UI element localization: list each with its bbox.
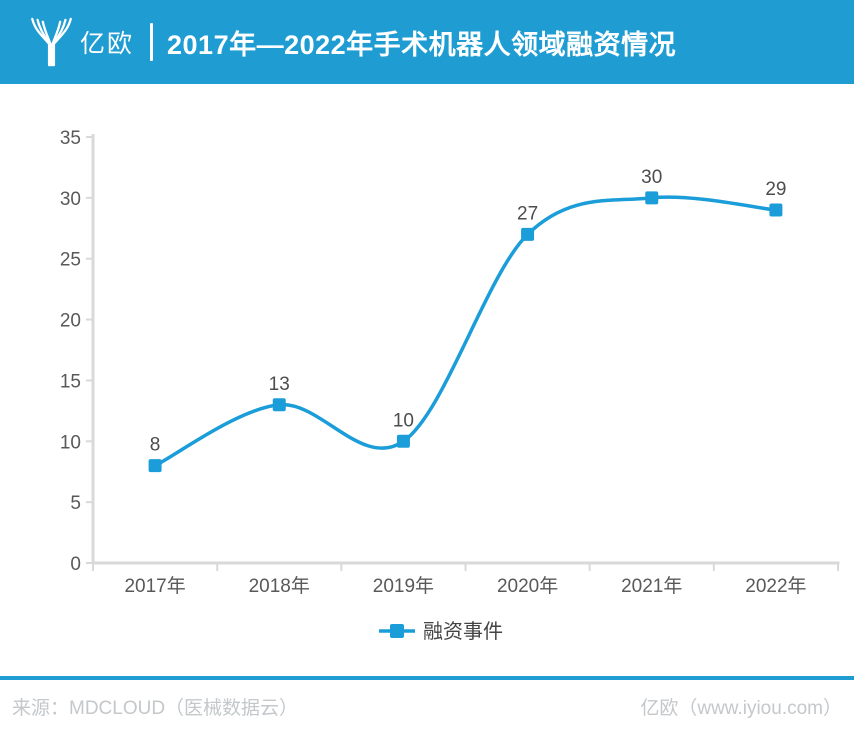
y-tick-label: 10 <box>60 432 81 453</box>
yiou-logo-icon <box>31 17 72 67</box>
x-tick-label: 2019年 <box>373 575 434 597</box>
x-tick-label: 2021年 <box>621 575 682 597</box>
footer-accent-line <box>0 676 854 680</box>
data-point-marker-2019年 <box>396 434 410 448</box>
legend-marker-icon <box>390 624 404 638</box>
data-point-label: 29 <box>765 179 786 200</box>
x-tick-label: 2020年 <box>497 575 558 597</box>
y-tick-label: 35 <box>60 128 81 149</box>
data-point-marker-2018年 <box>272 398 286 412</box>
header-divider <box>150 23 154 61</box>
data-point-label: 13 <box>269 374 290 395</box>
y-tick-label: 20 <box>60 311 81 332</box>
data-point-label: 30 <box>641 167 662 188</box>
data-point-label: 27 <box>517 203 538 224</box>
source-text: 来源：MDCLOUD（医械数据云） <box>12 697 299 719</box>
y-tick-label: 15 <box>60 371 81 392</box>
data-point-marker-2020年 <box>521 227 535 241</box>
y-tick-label: 0 <box>70 554 81 575</box>
y-tick-label: 5 <box>70 493 81 514</box>
legend-label: 融资事件 <box>423 620 503 643</box>
x-tick-label: 2018年 <box>249 575 310 597</box>
x-tick-label: 2017年 <box>124 575 185 597</box>
chart-canvas: 0 5 10 15 20 25 30 35 2017年 2018年 2019年 2020年 2021年 2… <box>60 128 840 643</box>
footer-bar: 来源：MDCLOUD（医械数据云） 亿欧（www.iyiou.com） <box>0 680 854 732</box>
financing-line-chart: 0 5 10 15 20 25 30 35 2017年 2018年 2019年 2020年 2021年 2… <box>0 84 854 676</box>
credit-text: 亿欧（www.iyiou.com） <box>640 697 842 719</box>
series-line <box>154 195 777 468</box>
x-tick-label: 2022年 <box>745 575 806 597</box>
brand-logo: 亿欧 <box>28 17 134 67</box>
data-point-label: 10 <box>393 410 414 431</box>
y-tick-label: 25 <box>60 250 81 271</box>
data-point-marker-2022年 <box>769 203 783 217</box>
page-title: 2017年—2022年手术机器人领域融资情况 <box>167 29 677 60</box>
y-tick-label: 30 <box>60 189 81 210</box>
data-point-marker-2021年 <box>645 191 659 205</box>
legend: 融资事件 <box>379 620 503 643</box>
header-bar: 亿欧 2017年—2022年手术机器人领域融资情况 <box>0 0 854 84</box>
brand-text: 亿欧 <box>80 30 135 58</box>
data-point-marker-2017年 <box>148 459 162 473</box>
data-point-label: 8 <box>150 435 161 456</box>
